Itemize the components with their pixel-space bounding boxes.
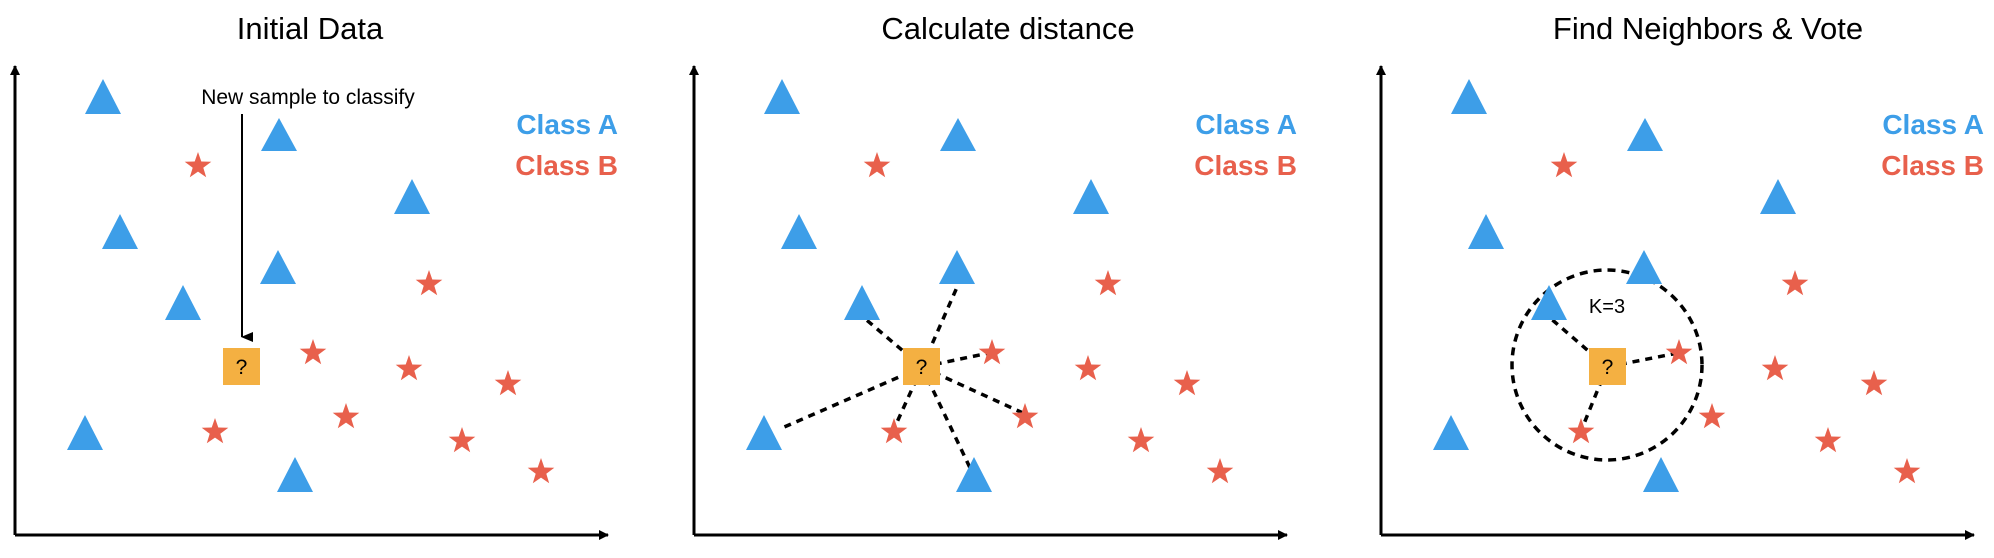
class-a-point [165, 285, 201, 320]
class-a-point [1451, 79, 1487, 114]
class-b-point [1094, 270, 1122, 296]
class-b-point [448, 427, 476, 453]
legend-class-a: Class A [516, 109, 618, 140]
class-a-point [939, 250, 975, 284]
query-point: ? [1589, 348, 1626, 385]
class-b-point [1761, 355, 1789, 381]
query-point: ? [223, 348, 260, 385]
class-b-point [1567, 418, 1595, 444]
class-a-point [1627, 118, 1663, 151]
class-a-point [1468, 214, 1504, 249]
neighbor-lines [1547, 315, 1679, 432]
class-a-point [260, 250, 296, 284]
class-b-point [1074, 355, 1102, 381]
panel-find-neighbors-vote: Find Neighbors & Vote Class A Class B K=… [1376, 11, 1984, 540]
class-b-point [1698, 403, 1726, 429]
distance-line [891, 366, 924, 432]
class-a-point [1626, 250, 1662, 284]
legend-class-b: Class B [1194, 150, 1297, 181]
k-value-label: K=3 [1589, 296, 1625, 318]
legend-class-a: Class A [1195, 109, 1297, 140]
class-a-point [940, 118, 976, 151]
class-a-point [781, 214, 817, 249]
class-a-point [1531, 285, 1567, 320]
legend-class-b: Class B [1881, 150, 1984, 181]
class-b-point [1665, 339, 1693, 365]
distance-line [781, 365, 923, 430]
class-b-point [880, 418, 908, 444]
query-point-label: ? [1602, 356, 1614, 379]
class-a-point [956, 457, 992, 492]
class-b-point [299, 339, 327, 365]
k-neighborhood-circle [1510, 268, 1704, 462]
class-b-point [1206, 458, 1234, 484]
neighbor-line [1579, 366, 1609, 432]
class-a-point [394, 179, 430, 214]
class-a-point [844, 285, 880, 320]
class-a-point [261, 118, 297, 151]
panel-initial-data: Initial Data Class A Class B New sample … [10, 11, 618, 540]
class-a-point [764, 79, 800, 114]
panel-title: Calculate distance [881, 11, 1134, 46]
class-a-point [1433, 415, 1469, 450]
class-b-point [1814, 427, 1842, 453]
class-b-point [1173, 370, 1201, 396]
class-a-point [1760, 179, 1796, 214]
class-b-point [415, 270, 443, 296]
class-b-point [395, 355, 423, 381]
class-b-point [201, 418, 229, 444]
class-b-point [1860, 370, 1888, 396]
distance-line [921, 351, 990, 369]
class-b-point [1781, 270, 1809, 296]
legend-class-b: Class B [515, 150, 618, 181]
class-a-point [67, 415, 103, 450]
panel-calculate-distance: Calculate distance Class A Class B [689, 11, 1297, 540]
query-point: ? [903, 348, 940, 385]
legend-class-a: Class A [1882, 109, 1984, 140]
class-b-point [1893, 458, 1921, 484]
class-b-point [494, 370, 522, 396]
class-b-point [1011, 403, 1039, 429]
class-b-point [332, 403, 360, 429]
class-b-point [527, 458, 555, 484]
class-b-point [1550, 152, 1578, 178]
new-sample-callout: New sample to classify [201, 86, 415, 109]
query-point-label: ? [236, 356, 248, 379]
panel-title: Initial Data [237, 11, 384, 46]
class-b-point [863, 152, 891, 178]
class-a-point [277, 457, 313, 492]
class-a-point [85, 79, 121, 114]
distance-lines [781, 284, 1024, 473]
class-b-point [1127, 427, 1155, 453]
class-b-point [978, 339, 1006, 365]
class-a-point [102, 214, 138, 249]
panel-title: Find Neighbors & Vote [1553, 11, 1863, 46]
class-a-point [1643, 457, 1679, 492]
class-b-point [184, 152, 212, 178]
class-a-point [1073, 179, 1109, 214]
query-point-label: ? [916, 356, 928, 379]
class-a-point [746, 415, 782, 450]
